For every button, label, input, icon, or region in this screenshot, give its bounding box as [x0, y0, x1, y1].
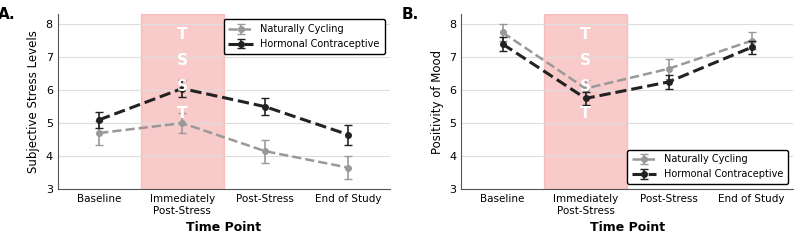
Y-axis label: Subjective Stress Levels: Subjective Stress Levels — [27, 30, 40, 173]
Bar — [544, 14, 627, 189]
Text: S: S — [580, 53, 591, 68]
Legend: Naturally Cycling, Hormonal Contraceptive: Naturally Cycling, Hormonal Contraceptiv… — [627, 150, 788, 184]
Text: B.: B. — [402, 7, 418, 22]
Text: T: T — [177, 106, 187, 121]
X-axis label: Time Point: Time Point — [590, 221, 665, 234]
Text: S: S — [177, 79, 188, 94]
Bar — [141, 14, 224, 189]
Text: T: T — [580, 27, 591, 42]
X-axis label: Time Point: Time Point — [186, 221, 261, 234]
Legend: Naturally Cycling, Hormonal Contraceptive: Naturally Cycling, Hormonal Contraceptiv… — [223, 19, 385, 54]
Y-axis label: Positivity of Mood: Positivity of Mood — [430, 50, 444, 154]
Text: T: T — [580, 106, 591, 121]
Text: S: S — [580, 79, 591, 94]
Text: A.: A. — [0, 7, 15, 22]
Text: S: S — [177, 53, 188, 68]
Text: T: T — [177, 27, 187, 42]
